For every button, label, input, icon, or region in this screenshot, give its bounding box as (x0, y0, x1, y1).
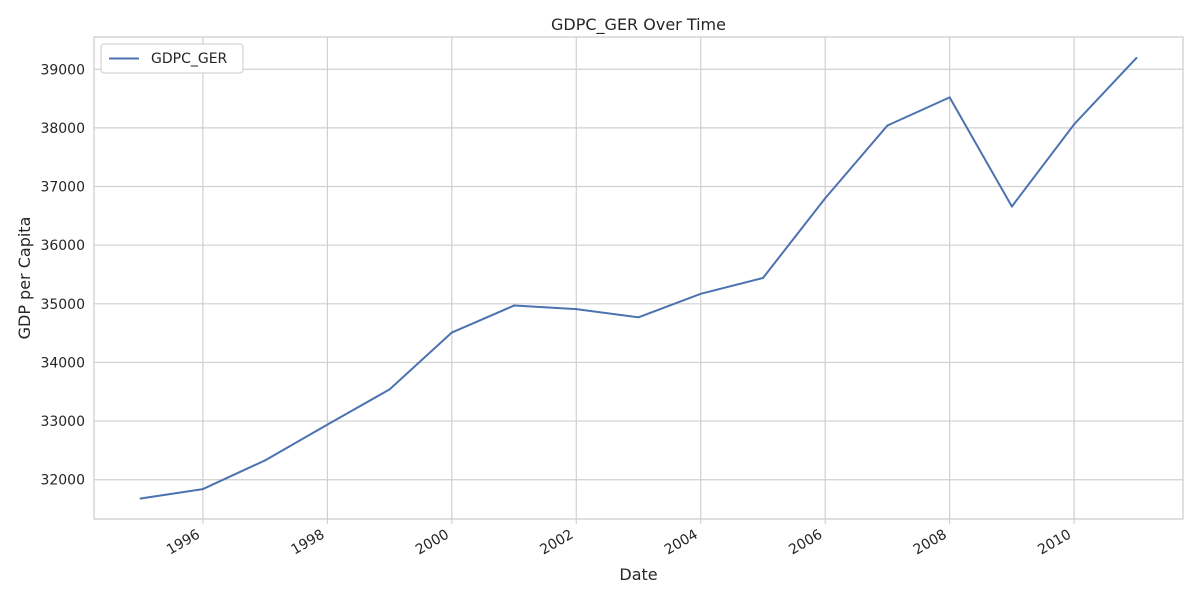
grid-lines (94, 37, 1183, 519)
x-tick-label: 2006 (786, 527, 825, 559)
x-tick-label: 2010 (1035, 527, 1074, 559)
data-point (824, 197, 827, 200)
data-point (637, 316, 640, 319)
data-point (886, 124, 889, 127)
y-tick-label: 37000 (40, 180, 85, 196)
x-tick-label: 1996 (164, 527, 203, 559)
x-tick-label: 2002 (537, 527, 576, 559)
chart-title: GDPC_GER Over Time (551, 15, 726, 35)
legend-label: GDPC_GER (151, 51, 228, 67)
data-point (699, 292, 702, 295)
y-tick-label: 35000 (40, 297, 85, 313)
data-point (1010, 205, 1013, 208)
plot-area-frame (93, 36, 1184, 520)
y-tick-label: 33000 (40, 414, 85, 430)
y-tick-label: 36000 (40, 238, 85, 254)
x-tick-label: 2004 (662, 527, 701, 559)
data-point (326, 423, 329, 426)
y-tick-label: 38000 (40, 121, 85, 137)
series-layer (139, 57, 1138, 500)
data-point (201, 488, 204, 491)
data-point (513, 304, 516, 307)
data-point (1073, 123, 1076, 126)
legend-box (100, 43, 244, 74)
y-tick-label: 39000 (40, 62, 85, 78)
data-point (575, 308, 578, 311)
axis-ticks: 1996 1998 2000 2002 2004 2006 2008 2010 32000 330… (40, 62, 1075, 559)
data-point (761, 277, 764, 279)
y-axis-label: GDP per Capita (15, 217, 34, 340)
data-point (388, 388, 391, 391)
x-tick-label: 1998 (288, 527, 327, 559)
series-line (139, 57, 1138, 500)
data-point (139, 497, 142, 500)
data-point (1135, 57, 1138, 60)
x-axis-label: Date (619, 565, 657, 584)
legend: GDPC_GER (100, 43, 244, 74)
y-tick-label: 34000 (40, 355, 85, 371)
y-tick-label: 32000 (40, 473, 85, 489)
x-tick-label: 2000 (413, 527, 452, 559)
data-point (264, 459, 267, 462)
data-point (450, 331, 453, 334)
data-point (948, 96, 951, 99)
x-tick-label: 2008 (911, 527, 950, 559)
